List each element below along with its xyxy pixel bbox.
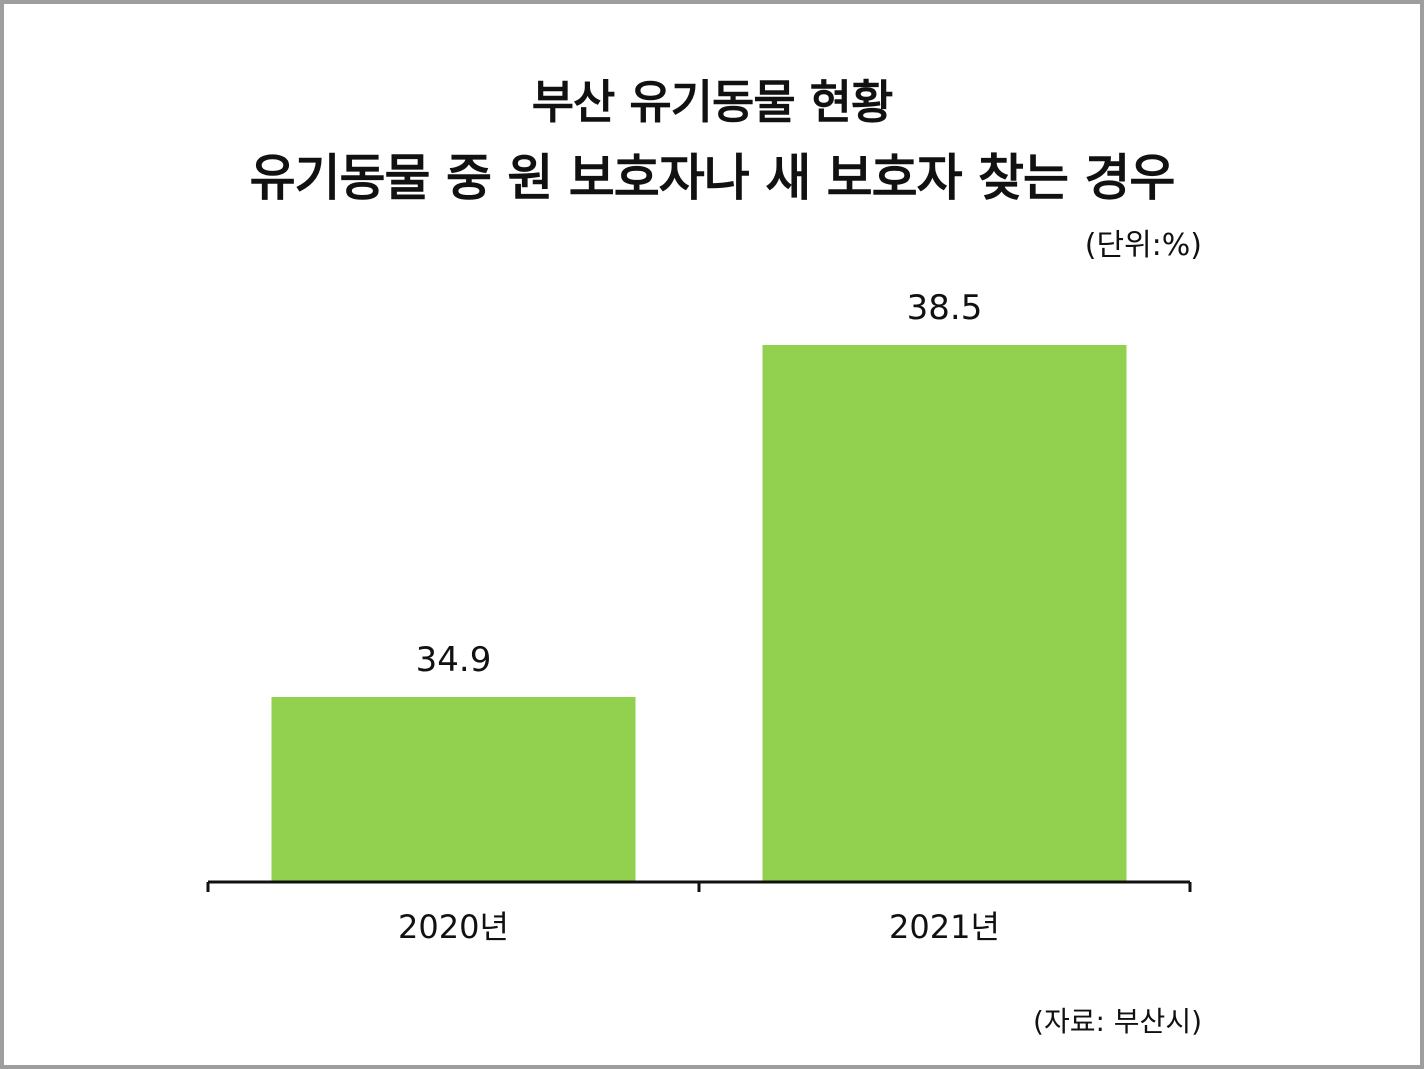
bar-chart-plot: 34.9 2020년 38.5 2021년 <box>206 288 1192 946</box>
source-note: (자료: 부산시) <box>1033 1005 1202 1038</box>
bar-2021년 <box>762 345 1127 882</box>
x-tick-label: 2020년 <box>398 908 509 946</box>
bar-value-label: 38.5 <box>907 288 983 328</box>
chart-subtitle: 유기동물 중 원 보호자나 새 보호자 찾는 경우 <box>249 149 1176 207</box>
unit-note: (단위:%) <box>1084 228 1202 263</box>
bar-2020년 <box>271 697 636 882</box>
bar-value-label: 34.9 <box>416 640 492 680</box>
x-tick-label: 2021년 <box>889 908 1000 946</box>
chart-title: 부산 유기동물 현황 <box>531 75 894 129</box>
